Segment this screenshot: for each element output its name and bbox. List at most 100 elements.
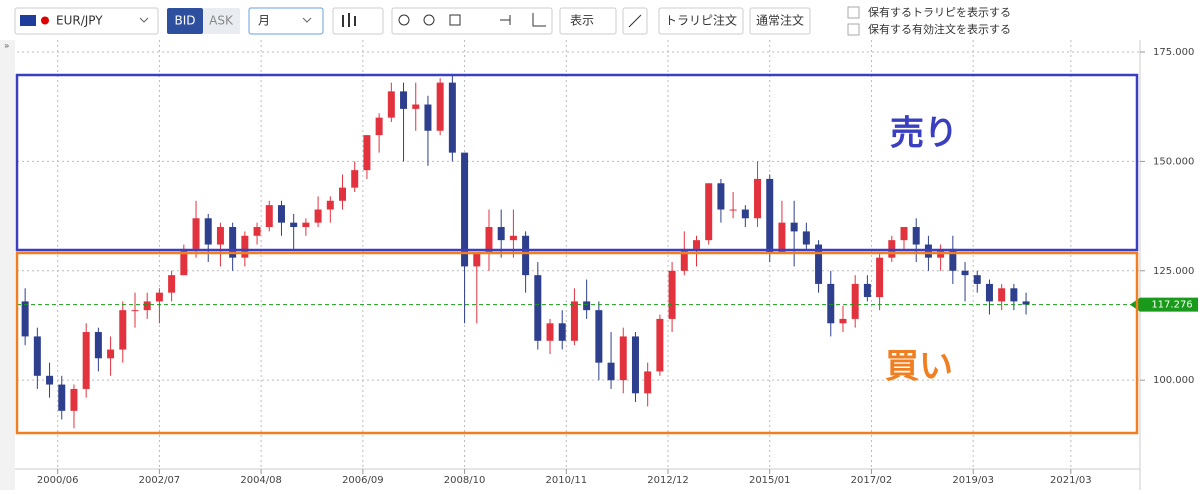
candle-icon: [342, 13, 356, 27]
candle-body: [473, 253, 481, 267]
candle-body: [1022, 301, 1030, 305]
chart-type-select[interactable]: [332, 7, 384, 35]
zoom-out[interactable]: [423, 14, 435, 26]
candle-body: [631, 336, 639, 394]
candle-body: [58, 384, 66, 411]
to-end[interactable]: [500, 15, 511, 25]
candle-body: [692, 240, 700, 249]
expand-icon: [628, 14, 642, 28]
ask-button[interactable]: [203, 8, 240, 34]
candle-body: [534, 275, 542, 341]
candle-body: [241, 235, 249, 258]
y-tick-label: 175.000: [1153, 47, 1194, 58]
candle-body: [143, 301, 151, 311]
candle-body: [741, 209, 749, 219]
checkbox[interactable]: [847, 6, 860, 19]
x-tick-label: 2017/02: [851, 475, 893, 486]
candle-body: [302, 222, 310, 228]
period-select[interactable]: [248, 7, 324, 35]
candle-body: [961, 270, 969, 276]
x-tick-label: 2006/09: [342, 475, 384, 486]
candle-body: [998, 288, 1006, 302]
candle-body: [619, 336, 627, 381]
ask-label: ASK: [209, 14, 234, 28]
candle-body: [778, 222, 786, 254]
candle-body: [912, 227, 920, 245]
eu-flag: [20, 15, 36, 26]
candle-body: [851, 283, 859, 319]
candle-body: [107, 349, 115, 359]
plot: 100.000 125.000 150.000 175.000 2000/06 2002/…: [17, 40, 1198, 486]
bid-button[interactable]: [167, 8, 203, 34]
candle-body: [754, 178, 762, 219]
y-tick-label: 125.000: [1153, 266, 1194, 277]
y-tick-label: 100.000: [1153, 375, 1194, 386]
candle-body: [400, 91, 408, 109]
display-label: 表示: [570, 14, 594, 28]
candle-body: [607, 362, 615, 381]
candle-body: [509, 235, 517, 241]
show-trap: 保有するトラリピを表示する: [868, 5, 1011, 19]
jp-flag: [41, 16, 49, 25]
candle-body: [253, 227, 261, 236]
side-strip: [0, 40, 15, 490]
x-tick-label: 2021/03: [1050, 475, 1092, 486]
chevron: [302, 17, 312, 23]
candle-body: [802, 231, 810, 245]
candle-body: [70, 388, 78, 411]
last-price-label: 117.276: [1151, 300, 1192, 311]
candle-body: [656, 318, 664, 372]
candle-body: [839, 318, 847, 324]
candle-body: [973, 275, 981, 284]
candle-body: [583, 301, 591, 311]
y-tick-label: 150.000: [1153, 156, 1194, 167]
candle-body: [277, 205, 285, 223]
candle-body: [448, 82, 456, 153]
candle-body: [351, 170, 359, 188]
candle-body: [644, 371, 652, 394]
x-tick-label: 2019/03: [952, 475, 994, 486]
candle-body: [131, 310, 139, 312]
symbol-select[interactable]: [14, 7, 159, 35]
candle-body: [265, 205, 273, 228]
candle-body: [522, 235, 530, 276]
normal-order-button[interactable]: [749, 7, 811, 35]
candle-body: [790, 222, 798, 232]
fit[interactable]: [449, 14, 461, 26]
candle-body: [570, 301, 578, 341]
candle-body: [33, 336, 41, 376]
candle-body: [546, 323, 554, 341]
x-tick-label: 2004/08: [240, 475, 282, 486]
x-tick-label: 2015/01: [749, 475, 791, 486]
candle-body: [155, 292, 163, 302]
candle-body: [424, 104, 432, 131]
zoom-in[interactable]: [398, 14, 410, 26]
collapse-icon[interactable]: »: [4, 42, 10, 52]
display-button[interactable]: [559, 7, 617, 35]
candle-body: [21, 301, 29, 337]
candle-body: [900, 227, 908, 241]
tool-group[interactable]: [391, 7, 553, 35]
candle-body: [436, 82, 444, 131]
x-tick-label: 2012/12: [647, 475, 689, 486]
candle-body: [668, 270, 676, 319]
candle-body: [363, 135, 371, 171]
candle-body: [863, 283, 871, 298]
trap-order-button[interactable]: [658, 7, 744, 35]
candle-body: [326, 200, 334, 210]
indicator[interactable]: [532, 13, 546, 27]
sell-zone: [15, 73, 1139, 252]
candle-body: [82, 332, 90, 389]
annotation: 買い: [885, 347, 953, 387]
trap-order-label: トラリピ注文: [665, 13, 737, 28]
candle-body: [168, 275, 176, 293]
candle-body: [815, 244, 823, 284]
bid-label: BID: [174, 14, 195, 28]
candle-body: [314, 209, 322, 223]
checkbox[interactable]: [847, 23, 860, 36]
candle-body: [680, 248, 688, 271]
x-tick-label: 2008/10: [444, 475, 486, 486]
candle-body: [180, 248, 188, 276]
